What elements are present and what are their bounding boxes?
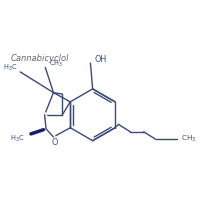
Text: CH$_3$: CH$_3$ [181,133,197,144]
Text: CH$_3$: CH$_3$ [49,59,63,69]
Text: H$_3$C: H$_3$C [10,134,25,144]
Text: H$_3$C: H$_3$C [3,63,17,73]
Text: O: O [51,138,57,147]
Text: OH: OH [94,55,106,64]
Text: Cannabicyclol: Cannabicyclol [10,54,69,63]
